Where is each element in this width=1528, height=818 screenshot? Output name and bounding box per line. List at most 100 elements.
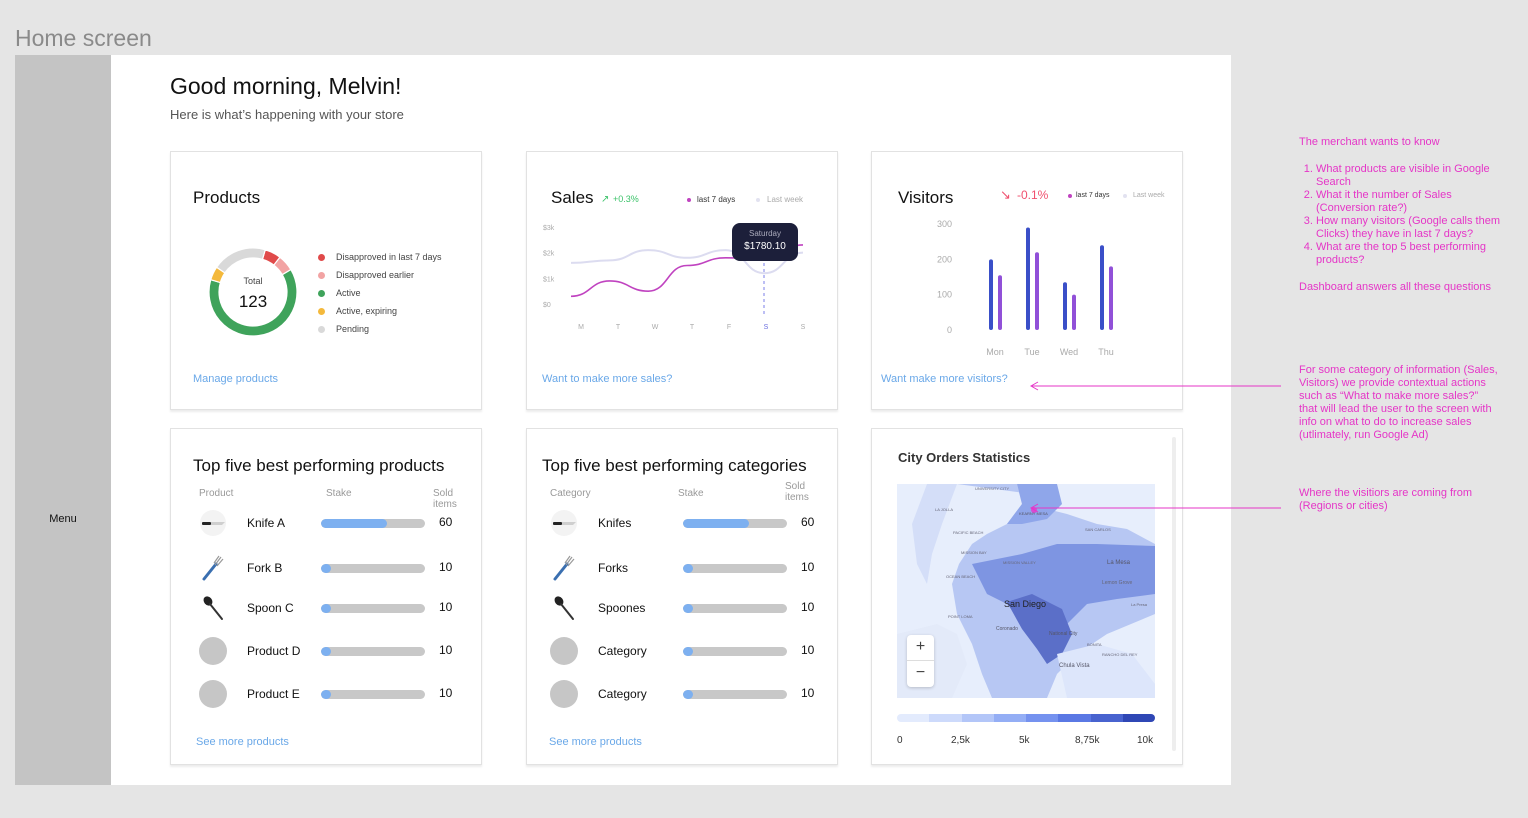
scale-label: 10k: [1137, 735, 1154, 746]
sales-line-previous: [570, 249, 804, 275]
city-map[interactable]: UNIVERSITY CITY LA JOLLA PACIFIC BEACH M…: [897, 484, 1155, 698]
map-scrollbar[interactable]: [1172, 437, 1176, 751]
sold-count: 10: [801, 686, 815, 700]
visitors-change: -0.1%: [1017, 188, 1049, 202]
map-label: OCEAN BEACH: [946, 574, 975, 579]
item-name: Product E: [247, 687, 300, 701]
visitors-bar: [1026, 227, 1030, 330]
home-screen: Good morning, Melvin! Here is what’s hap…: [111, 55, 1231, 785]
products-title: Products: [193, 188, 261, 207]
notes-intro: The merchant wants to know: [1299, 136, 1440, 148]
fork-icon: [550, 554, 578, 582]
donut-total-value: 123: [239, 292, 267, 311]
map-label: MISSION VALLEY: [1003, 560, 1036, 565]
tooltip-value: $1780.10: [744, 241, 786, 252]
map-regions: UNIVERSITY CITY LA JOLLA PACIFIC BEACH M…: [897, 484, 1155, 698]
stake-bar: [321, 564, 425, 573]
list-item[interactable]: Product D 10: [193, 635, 473, 667]
visitors-x-tick: Tue: [1024, 347, 1039, 357]
visitors-y-tick: 0: [947, 325, 952, 335]
sales-y-tick: $3k: [543, 225, 555, 232]
placeholder-image: [199, 637, 227, 665]
list-item[interactable]: Spoon C 10: [193, 592, 473, 624]
visitors-legend-previous: Last week: [1133, 192, 1165, 199]
legend-label: Pending: [336, 324, 370, 334]
placeholder-image: [199, 680, 227, 708]
knife-icon: [199, 509, 227, 537]
legend-item: Active: [318, 284, 442, 302]
legend-label: Active, expiring: [336, 306, 398, 316]
list-item[interactable]: Product E 10: [193, 678, 473, 710]
stake-bar-fill: [683, 604, 694, 613]
visitors-y-tick: 300: [937, 219, 952, 229]
fork-icon: [199, 554, 227, 582]
list-item[interactable]: Forks 10: [544, 552, 824, 584]
notes-contextual: For some category of information (Sales,…: [1299, 364, 1498, 441]
visitors-bar: [1100, 245, 1104, 330]
item-name: Product D: [247, 644, 301, 658]
map-label: Coronado: [996, 626, 1018, 632]
list-item[interactable]: Category 10: [544, 678, 824, 710]
notes-summary: Dashboard answers all these questions: [1299, 281, 1492, 293]
sold-count: 10: [801, 643, 815, 657]
see-more-products-link[interactable]: See more products: [196, 736, 289, 748]
side-menu[interactable]: Menu: [15, 55, 111, 785]
legend-item: Pending: [318, 320, 442, 338]
more-sales-link[interactable]: Want to make more sales?: [542, 373, 673, 385]
list-item[interactable]: Knife A 60: [193, 507, 473, 539]
visitors-title: Visitors: [898, 188, 954, 207]
item-name: Spoon C: [247, 601, 294, 615]
map-label: MISSION BAY: [961, 550, 987, 555]
map-label: San Diego: [1004, 599, 1046, 609]
visitors-bar: [1109, 266, 1113, 330]
map-label: National City: [1049, 631, 1078, 637]
zoom-out-button[interactable]: −: [915, 664, 926, 681]
visitors-x-tick: Wed: [1060, 347, 1078, 357]
notes-list: What products are visible in Google Sear…: [1299, 163, 1509, 267]
more-visitors-link[interactable]: Want make more visitors?: [881, 373, 1008, 385]
map-label: La Presa: [1131, 602, 1148, 607]
note-item: What products are visible in Google Sear…: [1316, 163, 1509, 189]
stake-bar: [683, 519, 787, 528]
legend-label: Disapproved earlier: [336, 270, 415, 280]
top-products-card: Top five best performing products Produc…: [170, 428, 482, 765]
col-stake: Stake: [326, 488, 352, 499]
zoom-in-button[interactable]: +: [907, 635, 934, 661]
sales-card: Sales ↗ +0.3% last 7 days Last week $3k $…: [526, 151, 838, 410]
list-item[interactable]: Spoones 10: [544, 592, 824, 624]
map-label: Chula Vista: [1059, 663, 1090, 669]
stake-bar-fill: [683, 519, 749, 528]
legend-dot: [318, 289, 325, 297]
sales-y-tick: $0: [543, 302, 551, 309]
see-more-categories-link[interactable]: See more products: [549, 736, 642, 748]
map-label: Lemon Grove: [1102, 580, 1133, 586]
col-sold: Sold items: [785, 481, 809, 503]
greeting-subtitle: Here is what’s happening with your store: [170, 107, 404, 122]
sales-x-tick: S: [801, 324, 806, 331]
notes-map: Where the visitiors are coming from (Reg…: [1299, 487, 1472, 512]
spoon-icon: [550, 594, 578, 622]
products-card: Products Total 123 Disapproved in last 7…: [170, 151, 482, 410]
sales-title: Sales: [551, 188, 594, 207]
note-item: How many visitors (Google calls them Cli…: [1316, 215, 1509, 241]
sales-x-tick: F: [727, 324, 731, 331]
products-donut-chart: Total 123: [208, 247, 298, 337]
list-item[interactable]: Category 10: [544, 635, 824, 667]
notes-questions: The merchant wants to know What products…: [1299, 136, 1509, 294]
top-categories-list: Knifes 60 Forks 10 Spoones 10 Category 10 Catego…: [544, 507, 824, 747]
scale-step: [1058, 714, 1091, 722]
item-name: Spoones: [598, 601, 646, 615]
list-item[interactable]: Knifes 60: [544, 507, 824, 539]
legend-label: Active: [336, 288, 361, 298]
list-item[interactable]: Fork B 10: [193, 552, 473, 584]
visitors-x-tick: Thu: [1098, 347, 1114, 357]
stake-bar: [683, 690, 787, 699]
manage-products-link[interactable]: Manage products: [193, 373, 278, 385]
stake-bar: [321, 519, 425, 528]
sales-y-tick: $1k: [543, 276, 555, 283]
stake-bar-fill: [321, 564, 332, 573]
stake-bar-fill: [683, 564, 694, 573]
legend-item: Disapproved earlier: [318, 266, 442, 284]
item-name: Fork B: [247, 561, 283, 575]
donut-total-label: Total: [243, 276, 262, 286]
